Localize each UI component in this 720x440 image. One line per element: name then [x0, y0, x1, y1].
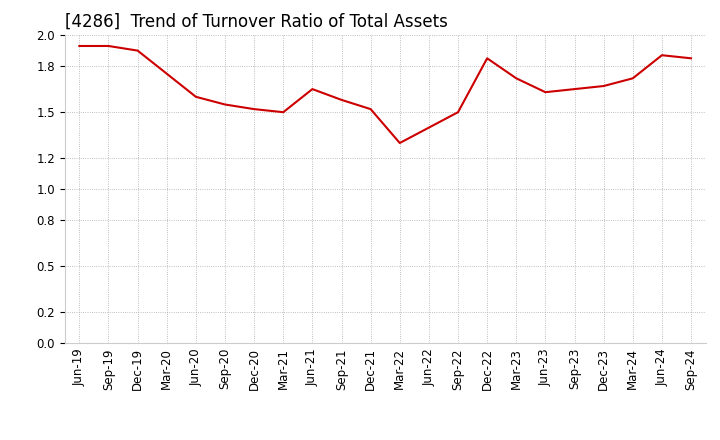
- Text: [4286]  Trend of Turnover Ratio of Total Assets: [4286] Trend of Turnover Ratio of Total …: [65, 13, 448, 31]
